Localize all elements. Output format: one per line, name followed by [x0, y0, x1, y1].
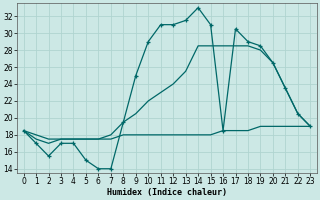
X-axis label: Humidex (Indice chaleur): Humidex (Indice chaleur)	[107, 188, 227, 197]
